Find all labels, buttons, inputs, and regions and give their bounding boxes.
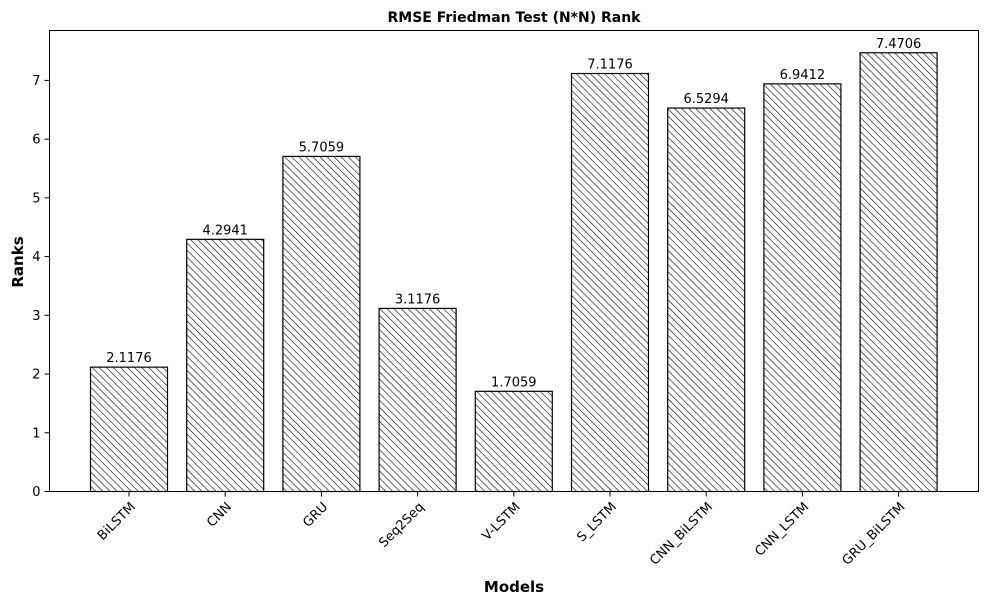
bar-cnn-bilstm — [667, 107, 746, 493]
bar-gru-bilstm — [859, 52, 938, 493]
y-tick-label: 5 — [32, 191, 40, 206]
y-tick-label: 4 — [32, 250, 40, 265]
bar-value-label: 1.7059 — [491, 375, 537, 390]
bar-s-lstm — [570, 72, 650, 493]
y-tick-label: 1 — [32, 426, 40, 441]
x-axis: BiLSTM CNN GRU Seq2Seq V-LSTM S_LSTM CNN_BiLST… — [95, 491, 909, 569]
x-tick-label: CNN_LSTM — [752, 500, 812, 560]
bar-seq2seq — [378, 307, 457, 493]
x-tick-label: V-LSTM — [479, 500, 523, 544]
y-axis-label: Ranks — [9, 236, 27, 287]
data-labels-group: 2.1176 4.2941 5.7059 3.1176 1.7059 7.1176 6.52… — [106, 37, 921, 391]
bar-gru — [282, 155, 361, 493]
bar-v-lstm — [474, 390, 553, 493]
y-tick-label: 7 — [32, 74, 40, 89]
x-tick-label: CNN — [204, 500, 235, 531]
x-tick-label: BiLSTM — [95, 500, 139, 544]
bar-bilstm — [89, 366, 169, 493]
y-axis: 0 1 2 3 4 5 6 7 — [32, 74, 50, 500]
chart-title: RMSE Friedman Test (N*N) Rank — [387, 10, 641, 26]
y-tick-label: 6 — [32, 133, 40, 148]
bar-value-label: 3.1176 — [395, 292, 441, 307]
bars-group — [89, 52, 938, 493]
x-axis-label: Models — [484, 578, 544, 596]
bar-cnn-lstm — [763, 83, 842, 493]
x-tick-label: GRU — [300, 500, 331, 531]
bar-value-label: 6.9412 — [780, 68, 826, 83]
y-tick-label: 3 — [32, 309, 40, 324]
y-tick-label: 0 — [32, 485, 40, 500]
x-tick-label: S_LSTM — [574, 500, 620, 546]
x-tick-label: CNN_BiLSTM — [647, 500, 716, 569]
bar-value-label: 2.1176 — [106, 351, 152, 366]
bar-value-label: 7.1176 — [587, 58, 633, 73]
bar-value-label: 5.7059 — [299, 140, 345, 155]
bar-value-label: 4.2941 — [202, 223, 248, 238]
y-tick-label: 2 — [32, 368, 40, 383]
x-tick-label: GRU_BiLSTM — [840, 500, 909, 569]
x-tick-label: Seq2Seq — [376, 500, 427, 551]
bar-value-label: 7.4706 — [876, 37, 922, 52]
bar-value-label: 6.5294 — [683, 92, 729, 107]
bar-cnn — [186, 238, 265, 493]
